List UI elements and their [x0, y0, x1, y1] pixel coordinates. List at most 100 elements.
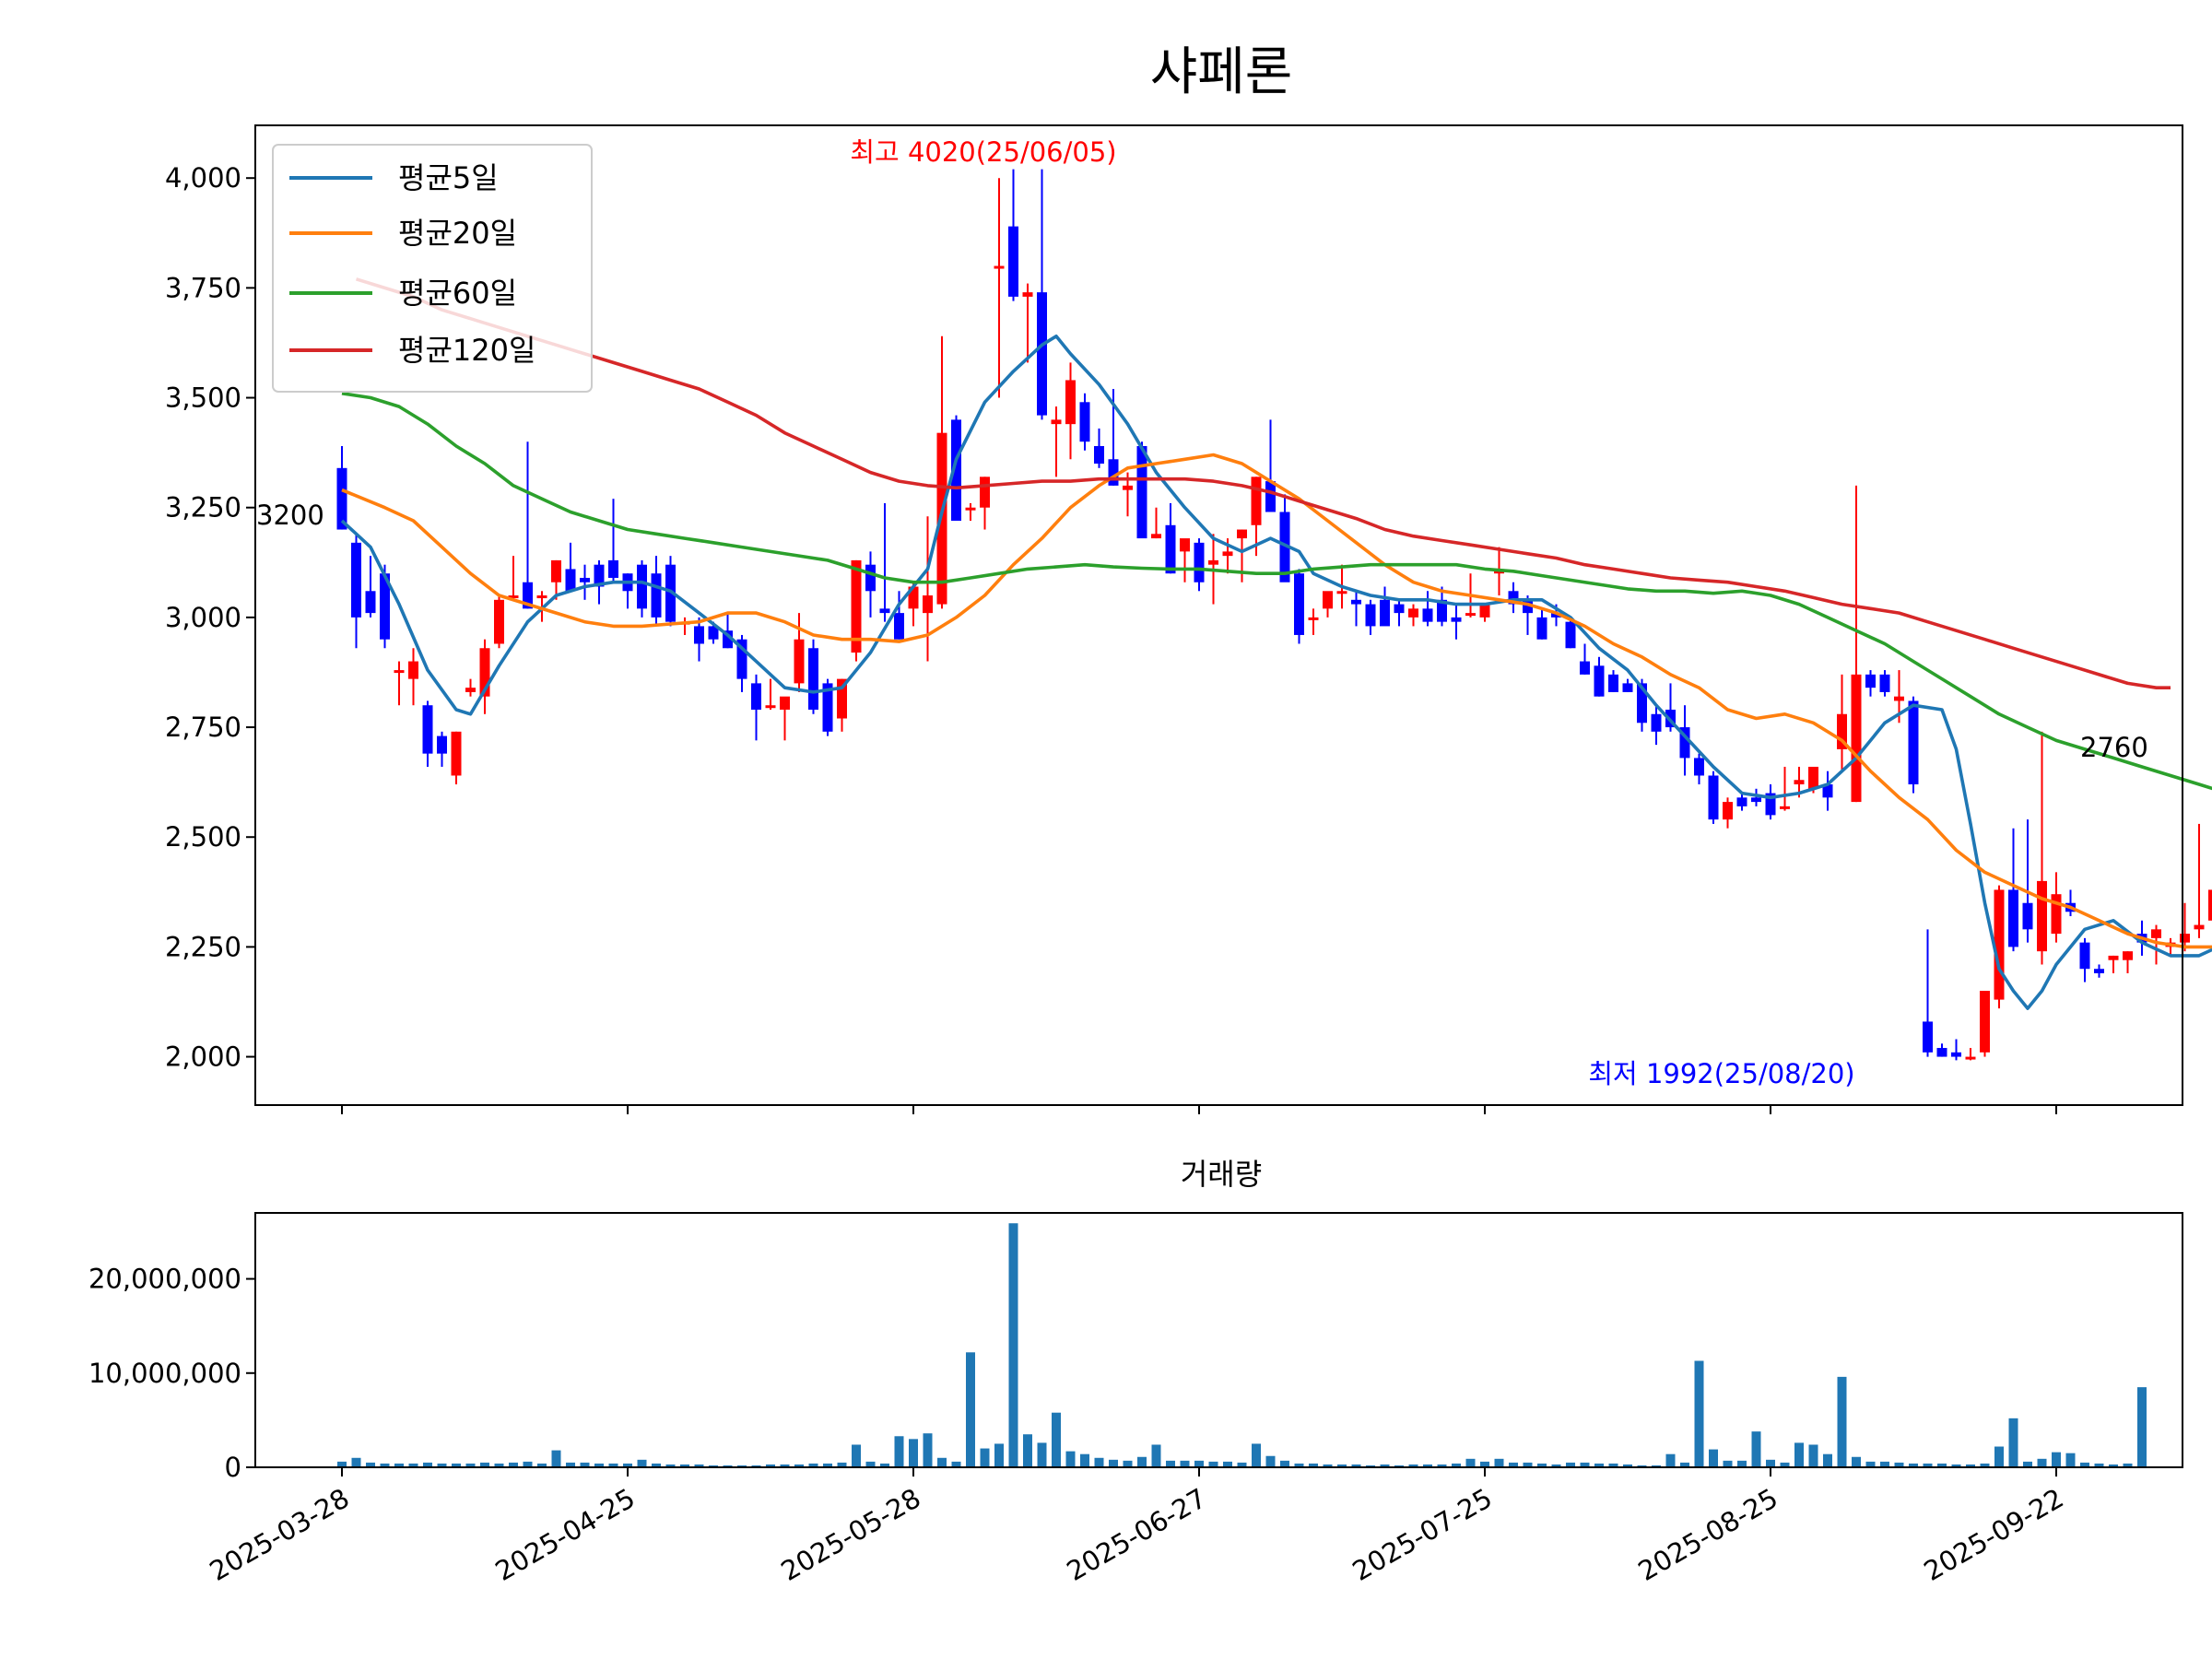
candle-body	[394, 670, 405, 674]
candle-body	[1580, 661, 1590, 675]
candle-body	[1565, 621, 1576, 649]
candle-body	[1965, 1056, 1976, 1060]
candle-body	[536, 595, 547, 599]
candle-body	[851, 559, 862, 653]
candle-body	[1936, 1048, 1947, 1057]
candle-body	[1851, 674, 1862, 803]
volume-bar	[509, 1462, 518, 1467]
last-close-label: 2760	[2080, 732, 2148, 763]
volume-bar	[423, 1462, 432, 1467]
volume-bar	[1509, 1462, 1518, 1467]
volume-bar	[1366, 1465, 1375, 1467]
candle-body	[1065, 380, 1076, 425]
volume-bar	[523, 1461, 533, 1467]
candle-body	[2079, 942, 2090, 970]
y-tick-label: 2,500	[165, 821, 241, 853]
volume-bar	[2109, 1464, 2118, 1467]
candle-body	[594, 564, 605, 587]
candle-body	[1208, 559, 1218, 565]
legend-label-ma120: 평균120일	[398, 333, 535, 368]
volume-bar	[1823, 1453, 1832, 1467]
y-tick-label: 3,250	[165, 492, 241, 524]
volume-bar	[994, 1443, 1004, 1467]
candle-body	[1808, 766, 1818, 789]
legend-label-ma5: 평균5일	[398, 160, 499, 195]
candle-body	[708, 626, 719, 640]
candle-body	[1437, 599, 1447, 622]
volume-bar	[780, 1464, 790, 1467]
y-tick-label: 2,250	[165, 931, 241, 962]
volume-bar	[2094, 1463, 2104, 1467]
volume-bar	[366, 1462, 375, 1467]
volume-bar	[1294, 1463, 1304, 1467]
candle-body	[1079, 402, 1090, 442]
candle-body	[1308, 617, 1319, 620]
volume-bar	[1865, 1461, 1876, 1467]
volume-bar	[1637, 1465, 1647, 1467]
ma-line-2	[341, 392, 2212, 791]
volume-bar	[1966, 1464, 1975, 1467]
candle-body	[637, 564, 647, 609]
chart-title: 샤페론	[1150, 42, 1293, 102]
candle-body	[479, 648, 490, 697]
candle-body	[1265, 481, 1276, 512]
volume-bar	[1694, 1360, 1704, 1467]
candle-body	[1765, 793, 1776, 816]
volume-bar	[1423, 1464, 1432, 1467]
candle-body	[565, 569, 576, 592]
candle-body	[1894, 696, 1904, 701]
volume-bar	[1037, 1442, 1047, 1467]
volume-bar	[1094, 1457, 1104, 1467]
volume-bar	[823, 1463, 832, 1467]
volume-bar	[751, 1465, 761, 1467]
volume-bar	[2037, 1458, 2047, 1467]
y-tick-label: 4,000	[165, 162, 241, 194]
volume-bar	[1537, 1463, 1547, 1467]
candle-body	[1536, 617, 1547, 640]
volume-bar	[1980, 1463, 1990, 1467]
candle-body	[1923, 1021, 1933, 1053]
candle-body	[865, 564, 876, 592]
volume-bar	[1237, 1462, 1247, 1467]
candle-body	[1551, 613, 1561, 618]
candle-body	[2208, 889, 2212, 921]
candle-body	[751, 683, 761, 710]
candle-body	[2194, 924, 2205, 930]
price-panel: 2,000 2,250 2,500 2,750 3,000 3,250 3,500 3,750…	[165, 124, 2212, 1114]
volume-bar	[1052, 1412, 1061, 1467]
candle-body	[2151, 929, 2161, 938]
candle-body	[1336, 591, 1347, 594]
candle-body	[1508, 591, 1519, 605]
candle-body	[1951, 1052, 1961, 1057]
candle-body	[1780, 806, 1790, 809]
candle-body	[1279, 512, 1290, 582]
price-plot-frame	[254, 124, 2183, 1106]
legend-box	[272, 144, 593, 393]
candle-body	[1694, 758, 1704, 776]
volume-y-axis: 0 10,000,000 20,000,000	[88, 1264, 255, 1483]
candle-body	[1051, 419, 1062, 425]
candle-body	[994, 265, 1005, 269]
volume-bar	[1194, 1460, 1204, 1467]
candle-body	[1108, 459, 1119, 486]
volume-bar	[1665, 1453, 1676, 1467]
low-annotation: 최저 1992(25/08/20)	[1588, 1058, 1854, 1089]
volume-bar	[437, 1463, 447, 1467]
volume-plot-frame	[254, 1212, 2183, 1468]
candle-body	[380, 573, 390, 640]
candle-body	[1637, 683, 1647, 724]
volume-bar	[394, 1463, 404, 1467]
y-tick-label: 3,500	[165, 382, 241, 414]
volume-bar	[2052, 1452, 2061, 1467]
candle-body	[451, 731, 462, 776]
candle-body	[894, 613, 904, 640]
candle-body	[1751, 797, 1761, 803]
moving-average-lines	[340, 277, 2212, 1010]
candle-body	[1608, 674, 1618, 692]
candle-body	[1151, 534, 1161, 539]
candle-body	[2037, 880, 2047, 952]
volume-bar	[566, 1462, 575, 1467]
candle-body	[1123, 485, 1133, 490]
volume-bar	[894, 1436, 904, 1467]
candle-body	[651, 573, 662, 618]
